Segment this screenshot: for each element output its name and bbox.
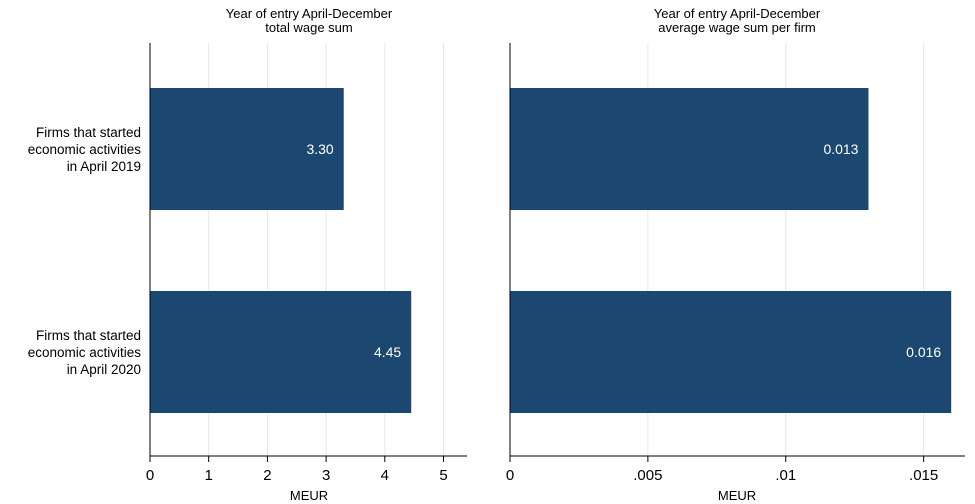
category-label-1-line-1: Firms that started <box>36 125 141 140</box>
panel1-bar-label-2: 4.45 <box>374 344 401 360</box>
category-label-2-line-2: economic activities <box>28 345 142 360</box>
panel1-title-line-2: total wage sum <box>265 20 352 35</box>
panel2-bar-2 <box>510 291 952 413</box>
panel2-x-axis-label: MEUR <box>718 488 756 503</box>
panel1-bar-label-1: 3.30 <box>306 141 333 157</box>
panel1-tick-label-3: 3 <box>322 467 330 484</box>
panel1-tick-label-0: 0 <box>146 467 154 484</box>
panel2-bar-1 <box>510 88 869 210</box>
panel1-title-line-1: Year of entry April-December <box>226 6 393 21</box>
category-label-2-line-3: in April 2020 <box>67 362 141 377</box>
panel2-tick-label-2: .01 <box>775 467 796 484</box>
category-label-1-line-3: in April 2019 <box>67 159 141 174</box>
panel1-tick-label-1: 1 <box>205 467 213 484</box>
panel1-bar-2 <box>150 291 412 413</box>
panel2-tick-label-1: .005 <box>633 467 662 484</box>
panel2-title-line-2: average wage sum per firm <box>658 20 816 35</box>
panel1-bar-1 <box>150 88 344 210</box>
panel2-bar-label-2: 0.016 <box>906 344 941 360</box>
panel2-tick-label-0: 0 <box>506 467 514 484</box>
panel1-tick-label-4: 4 <box>381 467 389 484</box>
panel1-tick-label-5: 5 <box>439 467 447 484</box>
category-label-2-line-1: Firms that started <box>36 328 141 343</box>
panel2-title-line-1: Year of entry April-December <box>654 6 821 21</box>
panel2-bar-label-1: 0.013 <box>823 141 858 157</box>
category-label-1-line-2: economic activities <box>28 142 142 157</box>
panel2-tick-label-3: .015 <box>909 467 938 484</box>
panel1-x-axis-label: MEUR <box>290 488 328 503</box>
panel1-tick-label-2: 2 <box>263 467 271 484</box>
